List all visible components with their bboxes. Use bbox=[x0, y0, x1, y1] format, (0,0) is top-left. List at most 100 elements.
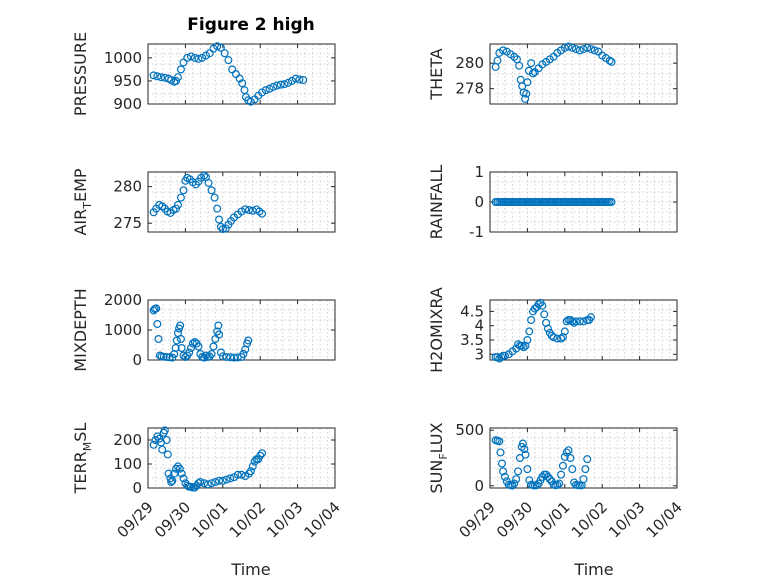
data-point bbox=[521, 450, 530, 459]
data-point bbox=[194, 479, 203, 488]
data-point bbox=[557, 334, 566, 343]
data-point bbox=[187, 52, 196, 61]
data-point bbox=[566, 454, 575, 463]
data-point bbox=[235, 74, 244, 83]
y-axis-label-main: SUN bbox=[427, 460, 446, 494]
y-tick-label: 4 bbox=[474, 317, 484, 335]
data-point bbox=[497, 353, 506, 362]
data-point bbox=[176, 321, 185, 330]
data-point bbox=[515, 61, 524, 70]
data-point bbox=[256, 451, 265, 460]
data-point bbox=[162, 436, 171, 445]
data-point bbox=[605, 56, 614, 65]
subplot-rainfall: -1 0 1 RAINFALL bbox=[427, 163, 678, 241]
data-point bbox=[207, 186, 216, 195]
data-point bbox=[214, 321, 223, 330]
data-point bbox=[233, 470, 242, 479]
data-point bbox=[176, 335, 185, 344]
data-point bbox=[527, 316, 536, 325]
data-point bbox=[158, 445, 167, 454]
subplot-h2omixra: 33.544.5 H2OMIXRA bbox=[427, 287, 678, 373]
data-point bbox=[572, 317, 581, 326]
data-point bbox=[538, 301, 547, 310]
data-point bbox=[607, 198, 616, 207]
data-point bbox=[179, 186, 188, 195]
y-tick-label: 1000 bbox=[104, 321, 142, 339]
y-axis-label: SUNFLUX bbox=[427, 422, 450, 493]
data-point bbox=[525, 327, 534, 336]
data-point bbox=[525, 476, 534, 485]
y-axis-label: H2OMIXRA bbox=[427, 287, 446, 373]
data-point bbox=[523, 465, 532, 474]
data-point bbox=[575, 46, 584, 55]
x-axis-label-left: Time bbox=[230, 560, 270, 579]
data-point bbox=[273, 81, 282, 90]
y-tick-label: 1000 bbox=[104, 49, 142, 67]
data-point bbox=[226, 353, 235, 362]
data-point bbox=[244, 206, 253, 215]
data-point bbox=[205, 352, 214, 361]
data-point bbox=[299, 75, 308, 84]
y-tick-label: 3 bbox=[474, 345, 484, 363]
data-point bbox=[581, 465, 590, 474]
data-point bbox=[568, 465, 577, 474]
data-point bbox=[499, 46, 508, 55]
data-point bbox=[238, 79, 247, 88]
data-point bbox=[586, 313, 595, 322]
data-point bbox=[524, 66, 533, 75]
data-point bbox=[521, 94, 530, 103]
data-point bbox=[237, 470, 246, 479]
axes-box bbox=[147, 171, 336, 233]
data-point bbox=[216, 222, 225, 231]
y-tick-label: 1 bbox=[474, 163, 484, 181]
data-point bbox=[495, 437, 504, 446]
y-axis-label: TERRMSL bbox=[71, 423, 94, 495]
y-axis-label-subscript: M bbox=[81, 442, 94, 452]
y-axis-label-tail: LUX bbox=[427, 422, 446, 453]
y-axis-label-main: H2OMIXRA bbox=[427, 287, 446, 373]
data-point bbox=[173, 462, 182, 471]
data-point bbox=[153, 320, 162, 329]
data-point bbox=[172, 336, 181, 345]
data-point bbox=[246, 467, 255, 476]
y-axis-label: AIRTEMP bbox=[71, 168, 94, 235]
y-tick-label: 0 bbox=[474, 477, 484, 495]
data-point bbox=[284, 78, 293, 87]
data-point bbox=[549, 333, 558, 342]
subplot-mixdepth: 0 1000 2000 MIXDEPTH bbox=[71, 288, 336, 372]
data-point bbox=[543, 324, 552, 333]
data-point bbox=[173, 200, 182, 209]
y-axis-label-main: RAINFALL bbox=[427, 165, 446, 240]
data-point bbox=[230, 353, 239, 362]
y-axis-label-tail: EMP bbox=[71, 168, 90, 202]
axes-box bbox=[489, 299, 678, 361]
data-point bbox=[560, 43, 569, 52]
y-tick-label: 280 bbox=[113, 178, 142, 196]
data-point bbox=[203, 480, 212, 489]
data-point bbox=[583, 455, 592, 464]
data-point bbox=[220, 49, 229, 58]
y-tick-label: 500 bbox=[455, 421, 484, 439]
data-point bbox=[562, 317, 571, 326]
data-point bbox=[183, 481, 192, 490]
x-axis-label-right: Time bbox=[573, 560, 613, 579]
data-point bbox=[248, 462, 257, 471]
data-point bbox=[204, 178, 213, 187]
data-point bbox=[258, 209, 267, 218]
data-point bbox=[152, 304, 161, 313]
data-point bbox=[265, 84, 274, 93]
y-tick-label: 100 bbox=[113, 455, 142, 473]
y-axis-label: MIXDEPTH bbox=[71, 288, 90, 371]
data-point bbox=[241, 205, 250, 214]
data-point bbox=[211, 478, 220, 487]
data-point bbox=[216, 43, 225, 52]
y-axis-label-main: AIR bbox=[71, 209, 90, 236]
data-point bbox=[215, 215, 224, 224]
data-point bbox=[222, 475, 231, 484]
data-point bbox=[261, 86, 270, 95]
y-axis-label-main: TERR bbox=[71, 451, 90, 494]
data-point bbox=[149, 440, 158, 449]
data-point bbox=[529, 69, 538, 78]
data-point bbox=[176, 193, 185, 202]
data-point bbox=[500, 351, 509, 360]
